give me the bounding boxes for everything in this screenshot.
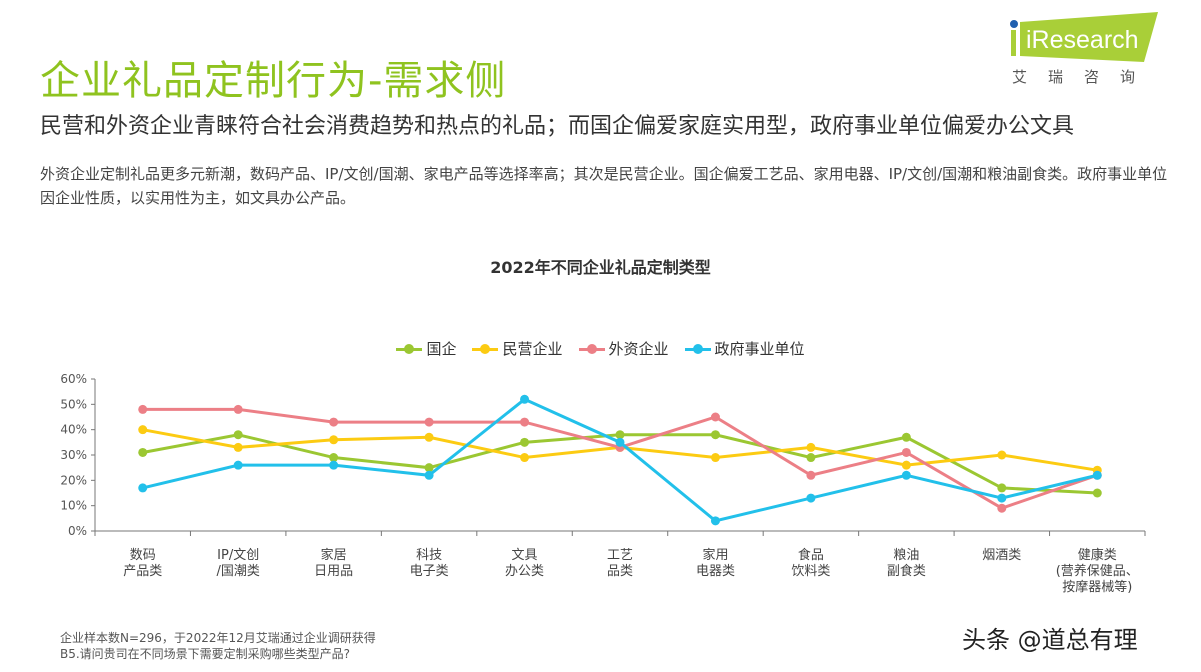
data-point [424, 463, 434, 473]
data-point [424, 470, 434, 480]
legend-label: 外资企业 [608, 340, 669, 358]
x-tick-label: 数码产品类 [123, 548, 162, 579]
logo-text: iResearch [1026, 26, 1139, 54]
data-point [901, 447, 911, 457]
data-point [138, 483, 148, 493]
question-note: B5.请问贵司在不同场景下需要定制采购哪些类型产品? [60, 647, 351, 661]
iresearch-logo: iResearch 艾瑞咨询 [1008, 12, 1163, 92]
x-tick-label: 科技电子类 [410, 548, 449, 579]
data-point [138, 404, 148, 414]
legend-swatch [684, 343, 711, 354]
data-point [138, 425, 148, 435]
data-point [901, 470, 911, 480]
y-tick-label: 60% [60, 372, 87, 386]
description: 外资企业定制礼品更多元新潮，数码产品、IP/文创/国潮、家电产品等选择率高；其次… [40, 165, 1168, 207]
data-point [233, 460, 243, 470]
data-point [520, 453, 530, 463]
data-point [329, 453, 339, 463]
legend-item: 政府事业单位 [684, 338, 805, 359]
data-point [233, 430, 243, 440]
data-point [1092, 470, 1102, 480]
chart-title: 2022年不同企业礼品定制类型 [490, 258, 711, 277]
y-tick-label: 50% [60, 397, 87, 411]
data-point [710, 412, 720, 422]
y-tick-label: 0% [68, 524, 87, 538]
page-subtitle: 民营和外资企业青睐符合社会消费趋势和热点的礼品；而国企偏爱家庭实用型，政府事业单… [40, 114, 1075, 139]
data-point [997, 503, 1007, 513]
data-point [806, 493, 816, 503]
y-tick-label: 10% [60, 499, 87, 513]
data-point [901, 460, 911, 470]
x-tick-label: 文具办公类 [505, 548, 544, 579]
data-point [710, 453, 720, 463]
data-point [806, 470, 816, 480]
legend-swatch [396, 343, 423, 354]
data-point [901, 432, 911, 442]
legend-label: 民营企业 [502, 340, 563, 358]
data-point [997, 450, 1007, 460]
y-tick-label: 30% [60, 448, 87, 462]
sample-note: 企业样本数N=296，于2022年12月艾瑞通过企业调研获得 [60, 631, 376, 645]
x-tick-label: 健康类(营养保健品、按摩器械等) [1056, 547, 1139, 595]
legend-item: 国企 [396, 338, 456, 359]
data-point [329, 435, 339, 445]
data-point [997, 483, 1007, 493]
x-tick-label: 家用电器类 [696, 547, 735, 579]
page-title: 企业礼品定制行为-需求侧 [40, 58, 507, 104]
footer-notes: 企业样本数N=296，于2022年12月艾瑞通过企业调研获得 B5.请问贵司在不… [60, 630, 376, 662]
x-tick-label: IP/文创/国潮类 [216, 548, 259, 579]
watermark: 头条 @道总有理 [962, 626, 1138, 654]
legend: 国企 民营企业 外资企业 政府事业单位 [0, 338, 1201, 359]
y-tick-label: 40% [60, 423, 87, 437]
data-point [615, 430, 625, 440]
data-point [710, 430, 720, 440]
data-point [329, 417, 339, 427]
logo-cn: 艾瑞咨询 [1012, 68, 1157, 86]
data-point [233, 442, 243, 452]
data-point [138, 447, 148, 457]
legend-label: 国企 [426, 340, 457, 358]
data-point [424, 432, 434, 442]
x-tick-label: 家居日用品 [314, 547, 353, 579]
data-point [615, 437, 625, 447]
data-point [806, 453, 816, 463]
legend-item: 外资企业 [578, 338, 669, 359]
x-tick-label: 食品饮料类 [791, 547, 830, 579]
data-point [710, 516, 720, 526]
x-tick-label: 粮油副食类 [887, 548, 926, 579]
legend-swatch [578, 343, 605, 354]
data-point [520, 417, 530, 427]
data-point [329, 460, 339, 470]
x-tick-label: 烟酒类 [982, 548, 1021, 563]
x-tick-label: 工艺品类 [607, 548, 633, 579]
legend-label: 政府事业单位 [714, 340, 805, 358]
data-point [997, 493, 1007, 503]
legend-item: 民营企业 [472, 338, 563, 359]
legend-swatch [472, 343, 499, 354]
data-point [424, 417, 434, 427]
data-point [520, 437, 530, 447]
data-point [1092, 488, 1102, 498]
y-tick-label: 20% [60, 473, 87, 487]
data-point [520, 394, 530, 404]
data-point [233, 404, 243, 414]
data-point [806, 442, 816, 452]
